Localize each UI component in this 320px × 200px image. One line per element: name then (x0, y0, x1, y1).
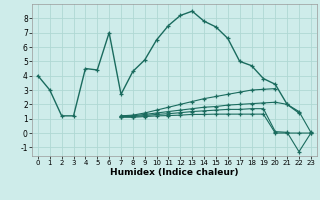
X-axis label: Humidex (Indice chaleur): Humidex (Indice chaleur) (110, 168, 239, 177)
